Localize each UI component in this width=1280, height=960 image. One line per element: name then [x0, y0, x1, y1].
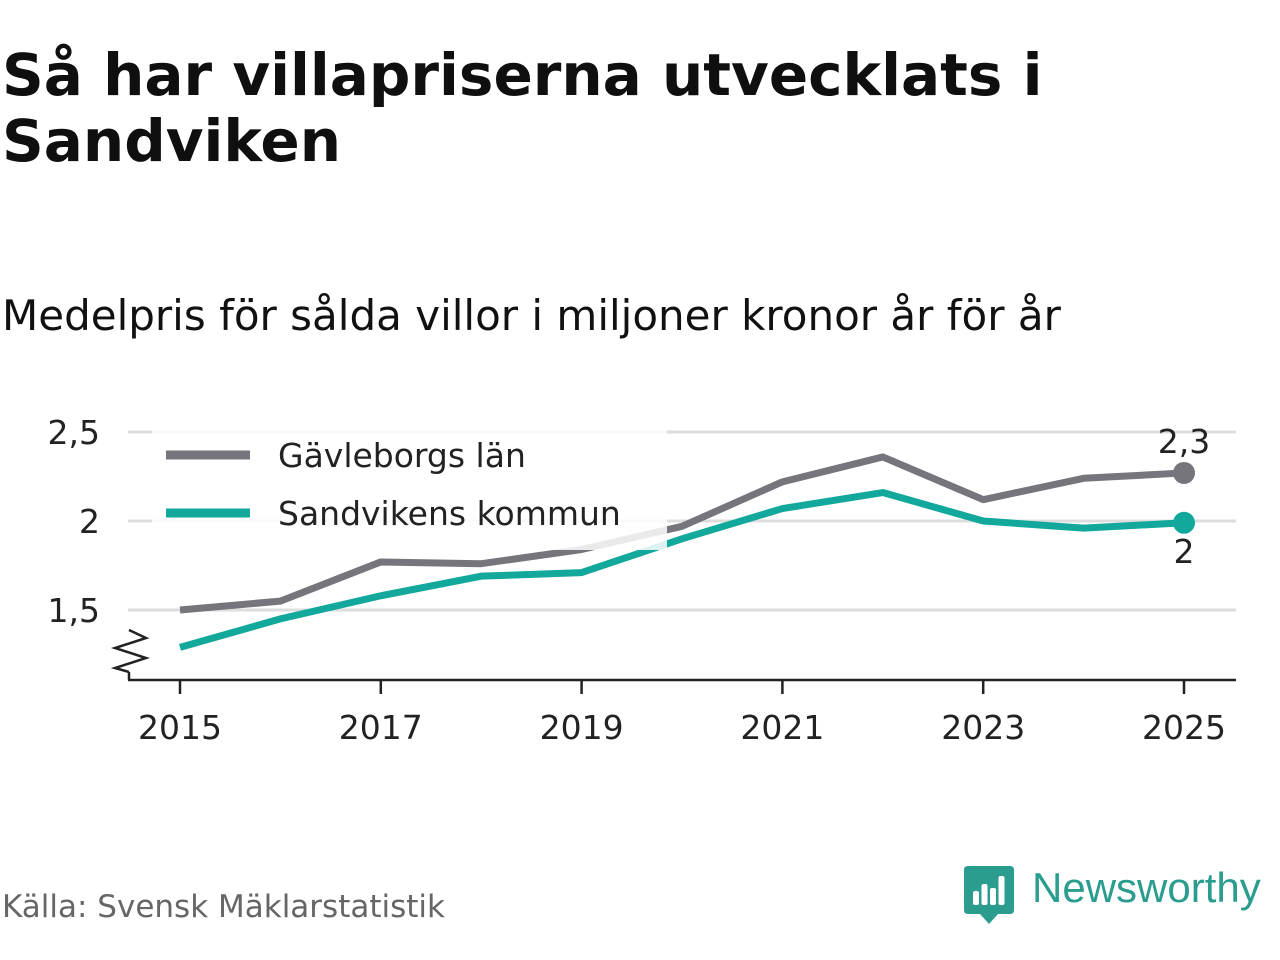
legend-background [152, 420, 667, 550]
chart-subtitle: Medelpris för sålda villor i miljoner kr… [2, 291, 1061, 340]
brand-name: Newsworthy [1032, 864, 1261, 911]
chart-title: Så har villapriserna utvecklats i Sandvi… [2, 41, 1043, 175]
end-point-1 [1173, 511, 1195, 534]
x-tick-label: 2023 [941, 708, 1025, 747]
axis-break-icon [110, 628, 151, 674]
y-tick-label: 1,5 [48, 591, 100, 630]
end-value-label-1: 2 [1174, 532, 1195, 571]
y-tick-label: 2 [79, 502, 100, 541]
y-tick-label: 2,5 [48, 413, 100, 452]
newsworthy-logo-icon [964, 866, 1014, 924]
x-tick-label: 2019 [540, 708, 624, 747]
series-line-1 [179, 489, 1185, 651]
x-tick-label: 2015 [138, 708, 222, 747]
source-note: Källa: Svensk Mäklarstatistik [2, 889, 445, 925]
end-point-0 [1173, 461, 1195, 484]
legend-label-0: Gävleborgs län [278, 436, 526, 475]
newsworthy-brand: Newsworthy [964, 864, 1261, 926]
x-tick-label: 2017 [339, 708, 423, 747]
end-value-label-0: 2,3 [1158, 422, 1210, 461]
line-chart: 1,5 2 2,5 2015 2017 2019 2021 2023 2025 2,3 2 Gävle… [48, 413, 1236, 747]
x-tick-label: 2021 [740, 708, 824, 747]
x-tick-label: 2025 [1142, 708, 1226, 747]
legend-label-1: Sandvikens kommun [278, 494, 621, 533]
series-line-0 [179, 453, 1185, 614]
